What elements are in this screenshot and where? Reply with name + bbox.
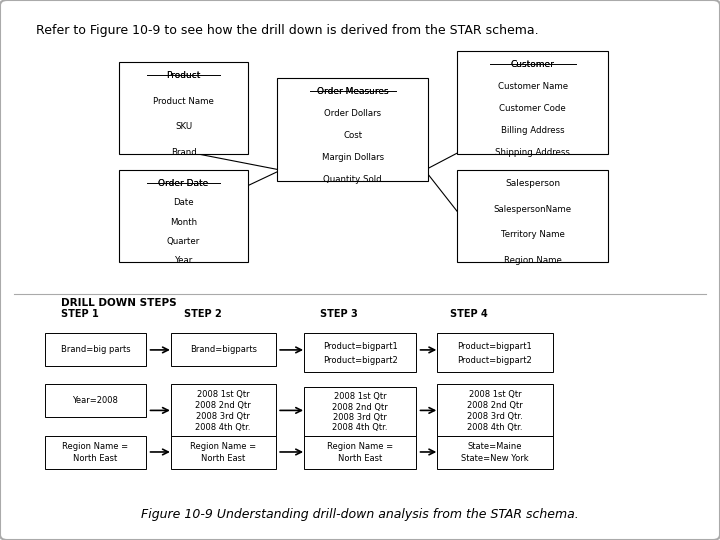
FancyBboxPatch shape [304, 387, 416, 436]
FancyBboxPatch shape [437, 333, 553, 372]
Text: 2008 1st Qtr: 2008 1st Qtr [469, 390, 521, 399]
Text: Salesperson: Salesperson [505, 179, 560, 188]
Text: North East: North East [338, 454, 382, 463]
Text: Margin Dollars: Margin Dollars [322, 153, 384, 162]
Text: Customer: Customer [511, 60, 554, 70]
Text: Customer Code: Customer Code [500, 104, 566, 113]
Text: Quantity Sold: Quantity Sold [323, 175, 382, 184]
Text: Region Name: Region Name [504, 256, 562, 265]
Text: SalespersonName: SalespersonName [494, 205, 572, 214]
Text: DRILL DOWN STEPS: DRILL DOWN STEPS [61, 298, 177, 308]
Text: 2008 4th Qtr.: 2008 4th Qtr. [332, 423, 388, 432]
Text: Order Measures: Order Measures [317, 87, 389, 97]
Text: Product=bigpart2: Product=bigpart2 [323, 355, 397, 364]
Text: 2008 2nd Qtr: 2008 2nd Qtr [332, 403, 388, 411]
FancyBboxPatch shape [171, 384, 276, 436]
Text: Product: Product [166, 71, 201, 80]
FancyBboxPatch shape [45, 436, 146, 469]
FancyBboxPatch shape [437, 384, 553, 436]
FancyBboxPatch shape [45, 384, 146, 417]
FancyBboxPatch shape [457, 51, 608, 154]
FancyBboxPatch shape [457, 170, 608, 262]
FancyBboxPatch shape [171, 436, 276, 469]
Text: Region Name =: Region Name = [190, 442, 256, 451]
Text: STEP 4: STEP 4 [450, 308, 487, 319]
Text: STEP 2: STEP 2 [184, 308, 221, 319]
FancyBboxPatch shape [277, 78, 428, 181]
FancyBboxPatch shape [119, 62, 248, 154]
Text: 2008 4th Qtr.: 2008 4th Qtr. [195, 423, 251, 431]
Text: Figure 10-9 Understanding drill-down analysis from the STAR schema.: Figure 10-9 Understanding drill-down ana… [141, 508, 579, 521]
Text: Product=bigpart1: Product=bigpart1 [458, 341, 532, 350]
Text: Product=bigpart2: Product=bigpart2 [458, 355, 532, 364]
Text: Quarter: Quarter [167, 237, 200, 246]
Text: Customer Name: Customer Name [498, 82, 568, 91]
Text: 2008 3rd Qtr: 2008 3rd Qtr [333, 413, 387, 422]
FancyBboxPatch shape [304, 333, 416, 372]
Text: Customer: Customer [511, 60, 554, 70]
FancyBboxPatch shape [171, 333, 276, 366]
Text: State=Maine: State=Maine [468, 442, 522, 451]
Text: 2008 1st Qtr: 2008 1st Qtr [197, 390, 250, 399]
Text: 2008 3rd Qtr.: 2008 3rd Qtr. [467, 412, 523, 421]
Text: North East: North East [201, 454, 246, 463]
Text: Shipping Address: Shipping Address [495, 148, 570, 157]
Text: Brand=bigparts: Brand=bigparts [189, 345, 257, 354]
FancyBboxPatch shape [437, 436, 553, 469]
Text: STEP 1: STEP 1 [61, 308, 99, 319]
Text: Region Name =: Region Name = [327, 442, 393, 451]
Text: Refer to Figure 10-9 to see how the drill down is derived from the STAR schema.: Refer to Figure 10-9 to see how the dril… [36, 24, 539, 37]
FancyBboxPatch shape [304, 436, 416, 469]
Text: Territory Name: Territory Name [501, 231, 564, 239]
Text: Cost: Cost [343, 131, 362, 140]
Text: 2008 1st Qtr: 2008 1st Qtr [333, 393, 387, 401]
Text: Brand=big parts: Brand=big parts [60, 345, 130, 354]
Text: Billing Address: Billing Address [501, 126, 564, 135]
Text: 2008 2nd Qtr: 2008 2nd Qtr [467, 401, 523, 410]
Text: SKU: SKU [175, 123, 192, 131]
Text: 2008 4th Qtr.: 2008 4th Qtr. [467, 423, 523, 431]
Text: Date: Date [174, 198, 194, 207]
FancyBboxPatch shape [45, 333, 146, 366]
Text: Order Measures: Order Measures [317, 87, 389, 97]
Text: Order Date: Order Date [158, 179, 209, 188]
Text: STEP 3: STEP 3 [320, 308, 358, 319]
Text: Product=bigpart1: Product=bigpart1 [323, 341, 397, 350]
Text: Year=2008: Year=2008 [73, 396, 118, 406]
Text: Product Name: Product Name [153, 97, 214, 106]
FancyBboxPatch shape [119, 170, 248, 262]
Text: Region Name =: Region Name = [63, 442, 128, 451]
Text: Brand: Brand [171, 148, 197, 157]
Text: North East: North East [73, 454, 117, 463]
Text: Order Date: Order Date [158, 179, 209, 188]
Text: Month: Month [170, 218, 197, 227]
Text: 2008 2nd Qtr: 2008 2nd Qtr [195, 401, 251, 410]
Text: Year: Year [174, 256, 193, 265]
Text: Product: Product [166, 71, 201, 80]
Text: Order Dollars: Order Dollars [324, 109, 382, 118]
Text: State=New York: State=New York [462, 454, 528, 463]
Text: 2008 3rd Qtr: 2008 3rd Qtr [197, 412, 250, 421]
